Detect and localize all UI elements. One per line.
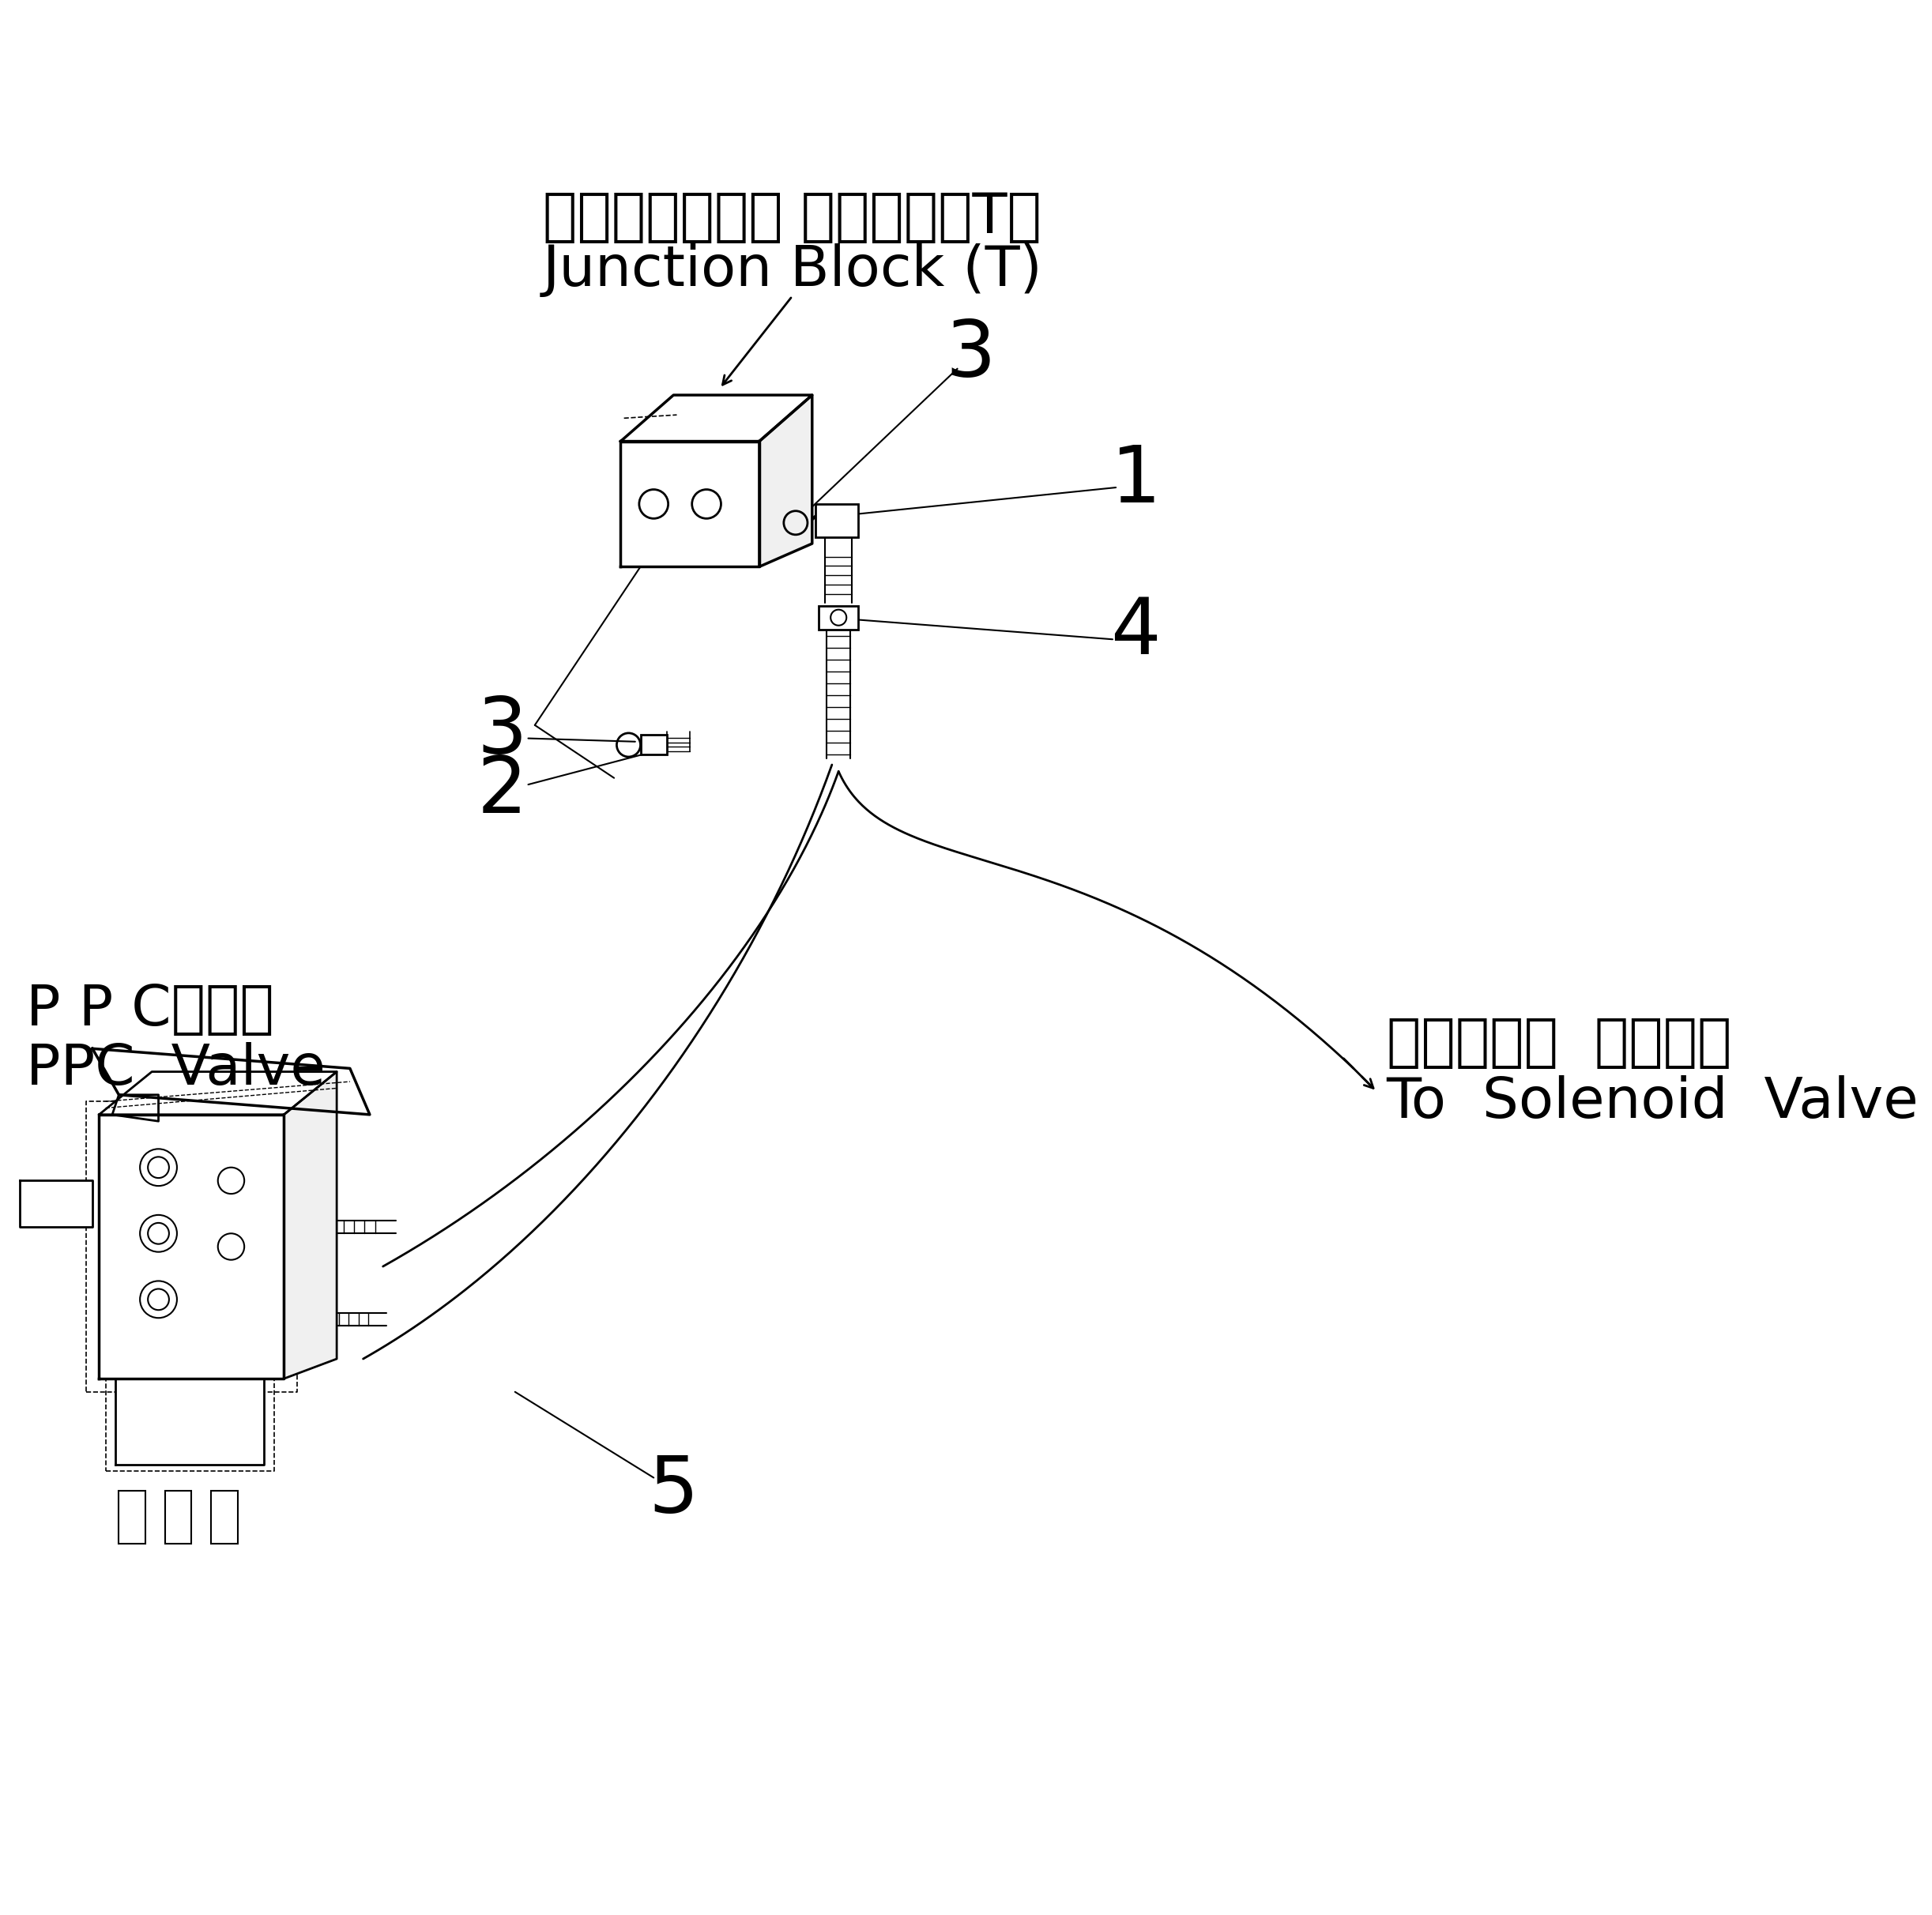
- Text: 3: 3: [477, 693, 527, 770]
- Text: 5: 5: [649, 1453, 699, 1530]
- FancyBboxPatch shape: [164, 1492, 191, 1543]
- Text: ジャンクション ブロック（T）: ジャンクション ブロック（T）: [543, 190, 1041, 245]
- Text: 1: 1: [1111, 442, 1161, 519]
- FancyBboxPatch shape: [815, 504, 858, 536]
- Text: To  Solenoid  Valve: To Solenoid Valve: [1387, 1074, 1918, 1130]
- Polygon shape: [99, 1072, 336, 1115]
- Text: PPC  Valve: PPC Valve: [27, 1042, 327, 1097]
- Polygon shape: [620, 440, 759, 567]
- Polygon shape: [99, 1115, 284, 1379]
- Text: 2: 2: [477, 753, 527, 829]
- Polygon shape: [620, 394, 811, 440]
- FancyBboxPatch shape: [211, 1492, 238, 1543]
- FancyBboxPatch shape: [641, 735, 667, 755]
- Text: P P Cバルブ: P P Cバルブ: [27, 982, 274, 1038]
- Polygon shape: [19, 1182, 93, 1228]
- Text: Junction Block (T): Junction Block (T): [543, 243, 1043, 297]
- FancyBboxPatch shape: [819, 607, 858, 630]
- Polygon shape: [93, 1049, 369, 1115]
- Polygon shape: [284, 1072, 336, 1379]
- Text: ソレノイド  バルブへ: ソレノイド バルブへ: [1387, 1015, 1731, 1070]
- Text: 3: 3: [945, 318, 995, 394]
- Polygon shape: [116, 1379, 265, 1465]
- FancyBboxPatch shape: [120, 1492, 145, 1543]
- Text: 4: 4: [1111, 594, 1161, 670]
- Polygon shape: [759, 394, 811, 567]
